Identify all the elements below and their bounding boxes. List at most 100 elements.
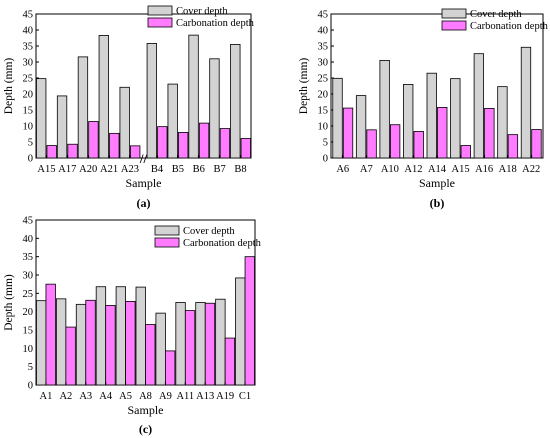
y-tick-label: 20 — [318, 90, 329, 101]
y-tick-label: 0 — [28, 381, 33, 392]
bar-carbonation-b6 — [198, 122, 210, 159]
legend-label: Carbonation depth — [176, 18, 255, 29]
bar-cover-a16 — [473, 53, 485, 159]
x-tick-label: A2 — [59, 391, 72, 402]
bar-carbonation-a7 — [366, 129, 377, 159]
y-axis-label: Depth (mm) — [3, 274, 15, 331]
y-tick-label: 25 — [318, 74, 329, 85]
bar-cover-a17 — [56, 95, 68, 159]
bar-carbonation-b8 — [240, 138, 251, 159]
bar-carbonation-a16 — [484, 108, 495, 159]
bar-carbonation-a23 — [130, 145, 141, 159]
y-tick-label: 45 — [318, 10, 329, 21]
bar-carbonation-a6 — [342, 107, 354, 159]
x-tick-label: A7 — [360, 164, 373, 175]
y-tick-label: 35 — [23, 252, 34, 263]
legend-label: Cover depth — [183, 226, 235, 237]
bar-carbonation-a15 — [460, 145, 471, 159]
chart-panel-c: 0 5 10 15 20 25 30 35 40 45 A1 A2 A3 A4 A5 A8 A9 A11 A13 A1… — [3, 216, 262, 437]
y-tick-label: 40 — [318, 26, 329, 37]
y-tick-label: 45 — [23, 216, 34, 227]
bar-cover-a10 — [379, 60, 390, 159]
y-tick-label: 15 — [23, 326, 34, 337]
bar-carbonation-a17 — [67, 143, 78, 159]
chart-panel-b: 0 5 10 15 20 25 30 35 40 45 A6 A7 A10 A12 A14 A15 A16 A18… — [298, 8, 549, 210]
bar-cover-a8 — [135, 286, 146, 386]
bar-cover-a11 — [175, 302, 186, 386]
bar-carbonation-a5 — [125, 300, 136, 386]
bar-carbonation-a14 — [437, 107, 448, 159]
bar-carbonation-a12 — [413, 131, 424, 159]
bar-cover-a20 — [77, 56, 89, 159]
bar-carbonation-a18 — [507, 134, 519, 159]
y-tick-label: 10 — [23, 122, 34, 133]
bar-carbonation-a10 — [389, 124, 401, 159]
y-axis-label: Depth (mm) — [298, 58, 310, 115]
y-tick-label: 30 — [318, 58, 329, 69]
y-tick-label: 15 — [318, 106, 329, 117]
panel-label: (a) — [137, 196, 151, 210]
y-tick-label: 15 — [23, 106, 34, 117]
legend-label: Carbonation depth — [470, 21, 549, 32]
bar-cover-a15 — [450, 78, 461, 159]
x-tick-label: A20 — [79, 164, 97, 175]
legend-swatch — [147, 5, 173, 16]
x-tick-label: A22 — [522, 164, 540, 175]
bar-cover-b5 — [167, 83, 178, 159]
bar-cover-b6 — [188, 34, 199, 159]
legend-label: Cover depth — [176, 6, 228, 17]
bar-carbonation-a4 — [105, 305, 116, 386]
x-tick-label: A4 — [99, 391, 113, 402]
x-tick-label: A15 — [37, 164, 55, 175]
bar-carbonation-a15 — [46, 145, 57, 159]
bar-carbonation-a21 — [109, 132, 120, 159]
y-tick-label: 5 — [28, 362, 33, 373]
y-tick-label: 20 — [23, 307, 34, 318]
bar-carbonation-a13 — [204, 302, 216, 386]
y-tick-label: 40 — [23, 26, 34, 37]
y-tick-label: 25 — [23, 289, 34, 300]
x-tick-label: B8 — [234, 164, 246, 175]
y-tick-label: 5 — [323, 138, 328, 149]
x-tick-label: A13 — [196, 391, 214, 402]
bar-cover-a18 — [497, 86, 508, 159]
x-tick-label: A11 — [176, 391, 194, 402]
bar-cover-a9 — [155, 312, 166, 386]
y-tick-label: 40 — [23, 234, 34, 245]
x-tick-label: A12 — [404, 164, 422, 175]
bar-cover-a15 — [36, 78, 47, 159]
x-tick-label: A23 — [121, 164, 139, 175]
bar-cover-a2 — [55, 298, 67, 386]
bar-cover-a4 — [95, 286, 107, 386]
bar-cover-a22 — [520, 46, 532, 159]
x-tick-label: A8 — [139, 391, 152, 402]
bar-cover-b8 — [230, 44, 241, 159]
x-tick-label: C1 — [239, 391, 251, 402]
panel-label: (c) — [139, 422, 152, 436]
bar-cover-a23 — [119, 86, 130, 159]
legend-swatch — [147, 17, 173, 28]
bar-cover-c1 — [235, 277, 246, 386]
bar-carbonation-a22 — [531, 129, 542, 159]
bar-carbonation-b5 — [178, 131, 189, 159]
x-tick-label: A15 — [452, 164, 470, 175]
y-tick-label: 25 — [23, 74, 34, 85]
y-tick-label: 0 — [323, 154, 328, 165]
x-tick-label: A17 — [58, 164, 76, 175]
x-tick-label: B6 — [193, 164, 205, 175]
bar-cover-b4 — [146, 43, 157, 159]
bar-cover-a5 — [115, 286, 126, 386]
bar-carbonation-a19 — [224, 337, 236, 386]
y-tick-label: 10 — [23, 344, 34, 355]
x-axis-label: Sample — [126, 176, 162, 190]
panel-label: (b) — [430, 196, 445, 210]
legend-swatch — [441, 20, 467, 31]
x-tick-label: A1 — [40, 391, 53, 402]
x-tick-label: A19 — [216, 391, 234, 402]
legend-label: Cover depth — [470, 9, 522, 20]
bar-cover-a3 — [75, 303, 87, 386]
x-tick-label: B4 — [151, 164, 164, 175]
